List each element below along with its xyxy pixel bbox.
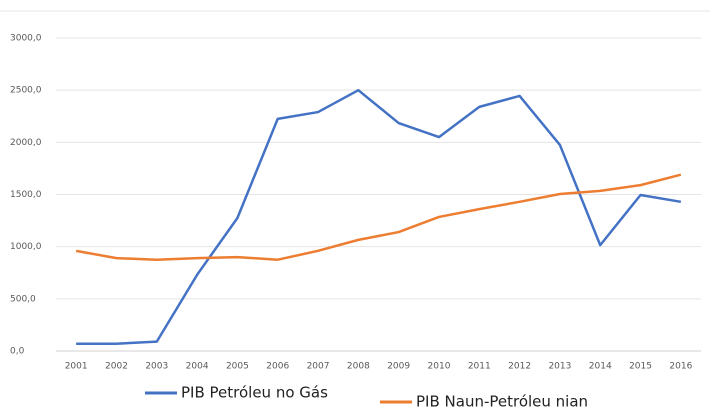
x-tick-label: 2008 (347, 362, 370, 372)
x-tick-label: 2003 (145, 362, 168, 372)
x-tick-label: 2007 (307, 362, 330, 372)
series-line (75, 173, 682, 261)
y-tick-label: 1500,0 (10, 190, 42, 200)
y-tick-label: 2500,0 (10, 86, 42, 96)
legend-label: PIB Petróleu no Gás (181, 384, 328, 402)
series-line (76, 88, 682, 345)
x-tick-label: 2002 (105, 362, 128, 372)
x-tick-label: 2001 (65, 362, 88, 372)
x-tick-label: 2014 (589, 362, 612, 372)
x-tick-label: 2016 (669, 362, 692, 372)
x-tick-label: 2015 (629, 362, 652, 372)
x-tick-label: 2009 (387, 362, 410, 372)
legend-label: PIB Naun-Petróleu nian (416, 393, 588, 407)
x-tick-label: 2013 (548, 362, 571, 372)
x-tick-label: 2004 (186, 362, 209, 372)
x-tick-label: 2011 (468, 362, 491, 372)
x-tick-label: 2010 (428, 362, 451, 372)
y-tick-label: 3000,0 (10, 34, 42, 44)
y-tick-label: 0,0 (10, 347, 25, 357)
x-tick-label: 2012 (508, 362, 531, 372)
y-tick-label: 500,0 (10, 294, 36, 304)
y-tick-label: 2000,0 (10, 138, 42, 148)
y-tick-label: 1000,0 (10, 242, 42, 252)
x-tick-label: 2006 (266, 362, 289, 372)
x-tick-label: 2005 (226, 362, 249, 372)
